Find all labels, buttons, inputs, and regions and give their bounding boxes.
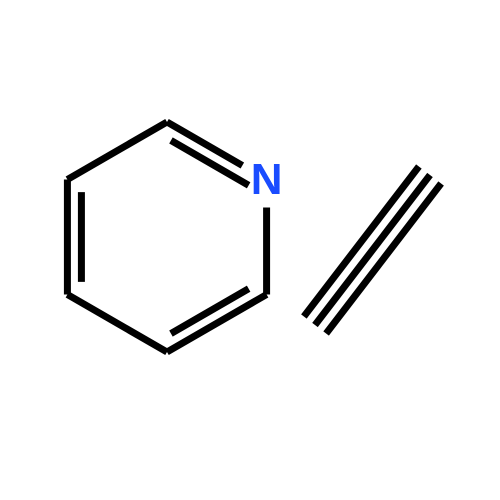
molecule-diagram: N <box>0 0 500 500</box>
ring-bond-2 <box>67 295 167 353</box>
nitrogen-label: N <box>251 155 283 204</box>
ring-bond-4 <box>67 122 167 180</box>
triple-bond-outer-a <box>326 184 441 334</box>
triple-bond-outer-b <box>304 166 419 316</box>
triple-bond-center <box>315 175 430 325</box>
